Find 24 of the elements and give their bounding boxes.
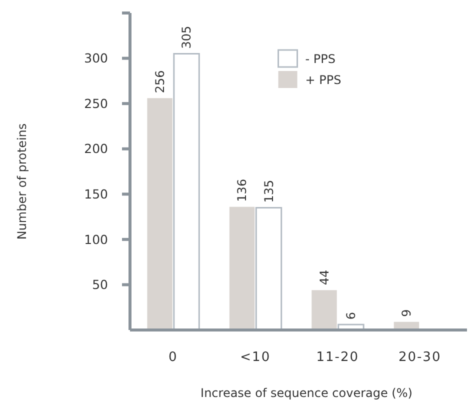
data-label: 256	[152, 70, 167, 94]
y-tick-label: 100	[84, 232, 108, 247]
x-tick-label: 11-20	[316, 350, 359, 365]
data-label: 136	[235, 178, 250, 202]
data-label: 44	[317, 270, 332, 286]
data-label: 9	[399, 309, 414, 317]
x-axis-title: Increase of sequence coverage (%)	[200, 386, 412, 400]
data-label: 305	[180, 26, 194, 49]
y-tick-label: 50	[92, 277, 108, 292]
x-tick-label: 20-30	[398, 350, 442, 365]
legend-label: + PPS	[305, 73, 342, 88]
bar	[229, 206, 255, 330]
x-tick-label: <10	[240, 350, 271, 365]
data-label: 135	[262, 180, 276, 203]
y-axis-title: Number of proteins	[15, 123, 29, 240]
x-tick-label: 0	[168, 350, 178, 365]
y-tick-label: 200	[84, 141, 108, 156]
bar	[312, 290, 337, 330]
y-tick-label: 300	[84, 50, 108, 66]
y-tick-label: 250	[84, 96, 108, 111]
data-label: 6	[344, 312, 358, 320]
y-tick-label: 150	[84, 186, 108, 202]
bar	[147, 98, 172, 330]
legend-label: - PPS	[305, 52, 336, 66]
